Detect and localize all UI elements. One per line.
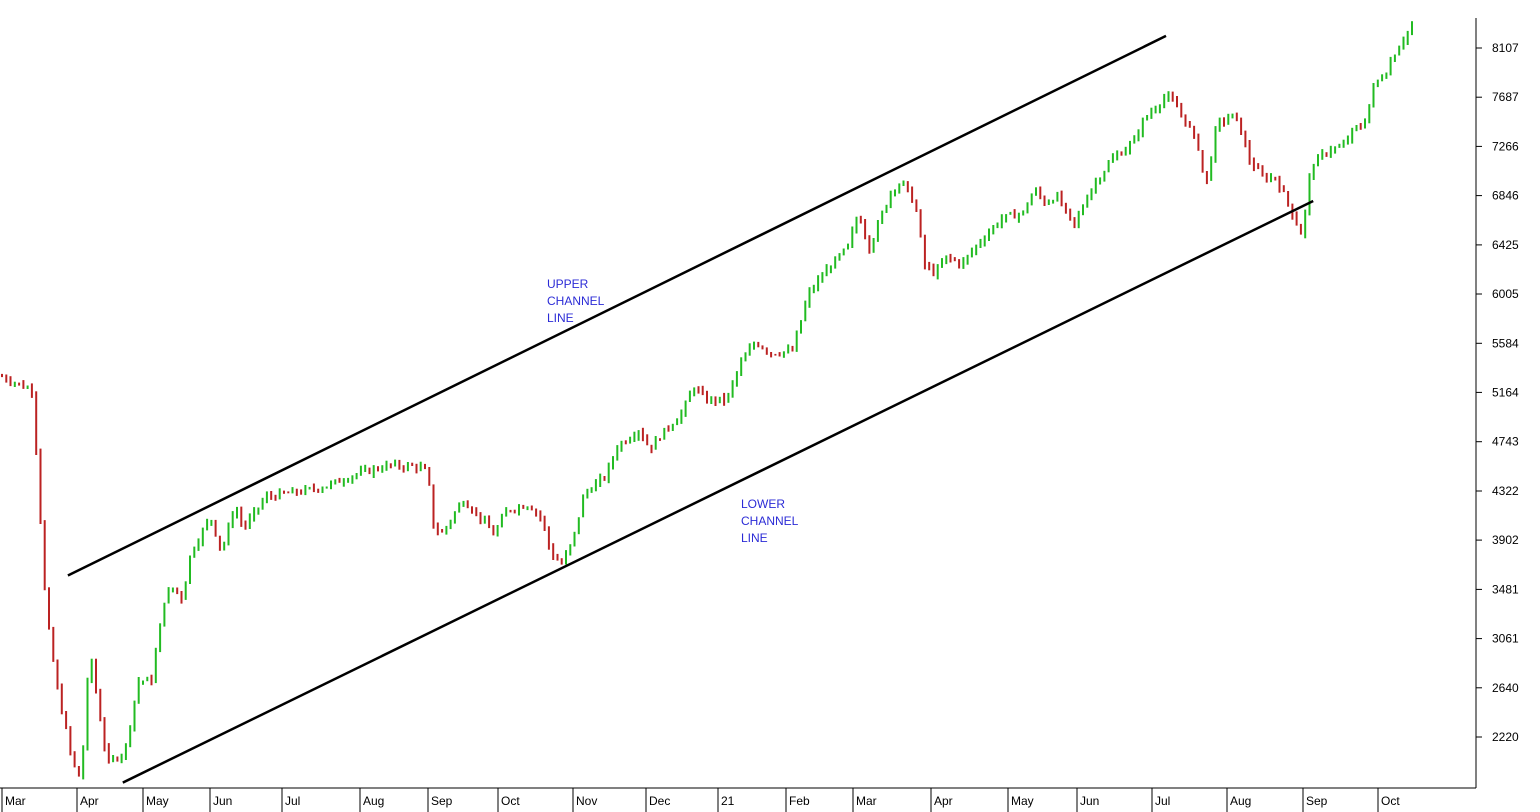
y-tick-label: 6846 xyxy=(1492,189,1519,203)
x-tick-label: 21 xyxy=(721,794,735,808)
lower-channel-line xyxy=(122,199,1314,784)
y-axis: 2220 2640 3061 3481 3902 4322 4743 5164 5584 6005… xyxy=(1475,18,1519,788)
x-tick-label: May xyxy=(1011,794,1034,808)
x-tick-label: Mar xyxy=(856,794,877,808)
x-tick-label: Sep xyxy=(1306,794,1328,808)
y-tick-label: 5584 xyxy=(1492,336,1519,350)
x-tick-label: Jul xyxy=(285,794,300,808)
y-tick-label: 6425 xyxy=(1492,238,1519,252)
x-axis: Mar Apr May Jun Jul Aug Sep Oct Nov Dec 21 Feb Mar Ap… xyxy=(0,787,1476,812)
x-tick-label: Apr xyxy=(80,794,99,808)
x-tick-label: Jul xyxy=(1155,794,1170,808)
y-tick-label: 4322 xyxy=(1492,484,1519,498)
x-tick-label: Mar xyxy=(5,794,26,808)
x-tick-label: Oct xyxy=(1381,794,1400,808)
x-tick-label: Aug xyxy=(363,794,384,808)
y-tick-label: 8107 xyxy=(1492,41,1519,55)
y-tick-label: 7687 xyxy=(1492,90,1519,104)
y-tick-label: 3481 xyxy=(1492,582,1519,596)
y-tick-label: 2640 xyxy=(1492,681,1519,695)
y-tick-label: 5164 xyxy=(1492,385,1519,399)
y-tick-label: 4743 xyxy=(1492,435,1519,449)
x-tick-label: Dec xyxy=(649,794,670,808)
x-tick-label: May xyxy=(146,794,169,808)
upper-channel-label: UPPER CHANNEL LINE xyxy=(547,277,605,325)
x-tick-label: Feb xyxy=(789,794,810,808)
y-tick-label: 2220 xyxy=(1492,730,1519,744)
y-tick-label: 6005 xyxy=(1492,287,1519,301)
price-bars xyxy=(1,21,1413,780)
lower-channel-label: LOWER CHANNEL LINE xyxy=(741,497,799,545)
y-tick-label: 3061 xyxy=(1492,632,1519,646)
channel-lines xyxy=(67,34,1314,784)
x-tick-label: Apr xyxy=(934,794,953,808)
upper-channel-line xyxy=(67,34,1167,577)
channel-annotations: UPPER CHANNEL LINE LOWER CHANNEL LINE xyxy=(547,277,799,545)
y-tick-label: 7266 xyxy=(1492,139,1519,153)
x-tick-label: Jun xyxy=(1080,794,1099,808)
x-tick-label: Sep xyxy=(431,794,453,808)
x-tick-label: Jun xyxy=(213,794,232,808)
x-tick-label: Nov xyxy=(576,794,597,808)
y-tick-label: 3902 xyxy=(1492,533,1519,547)
x-tick-label: Aug xyxy=(1230,794,1251,808)
x-tick-label: Oct xyxy=(501,794,520,808)
